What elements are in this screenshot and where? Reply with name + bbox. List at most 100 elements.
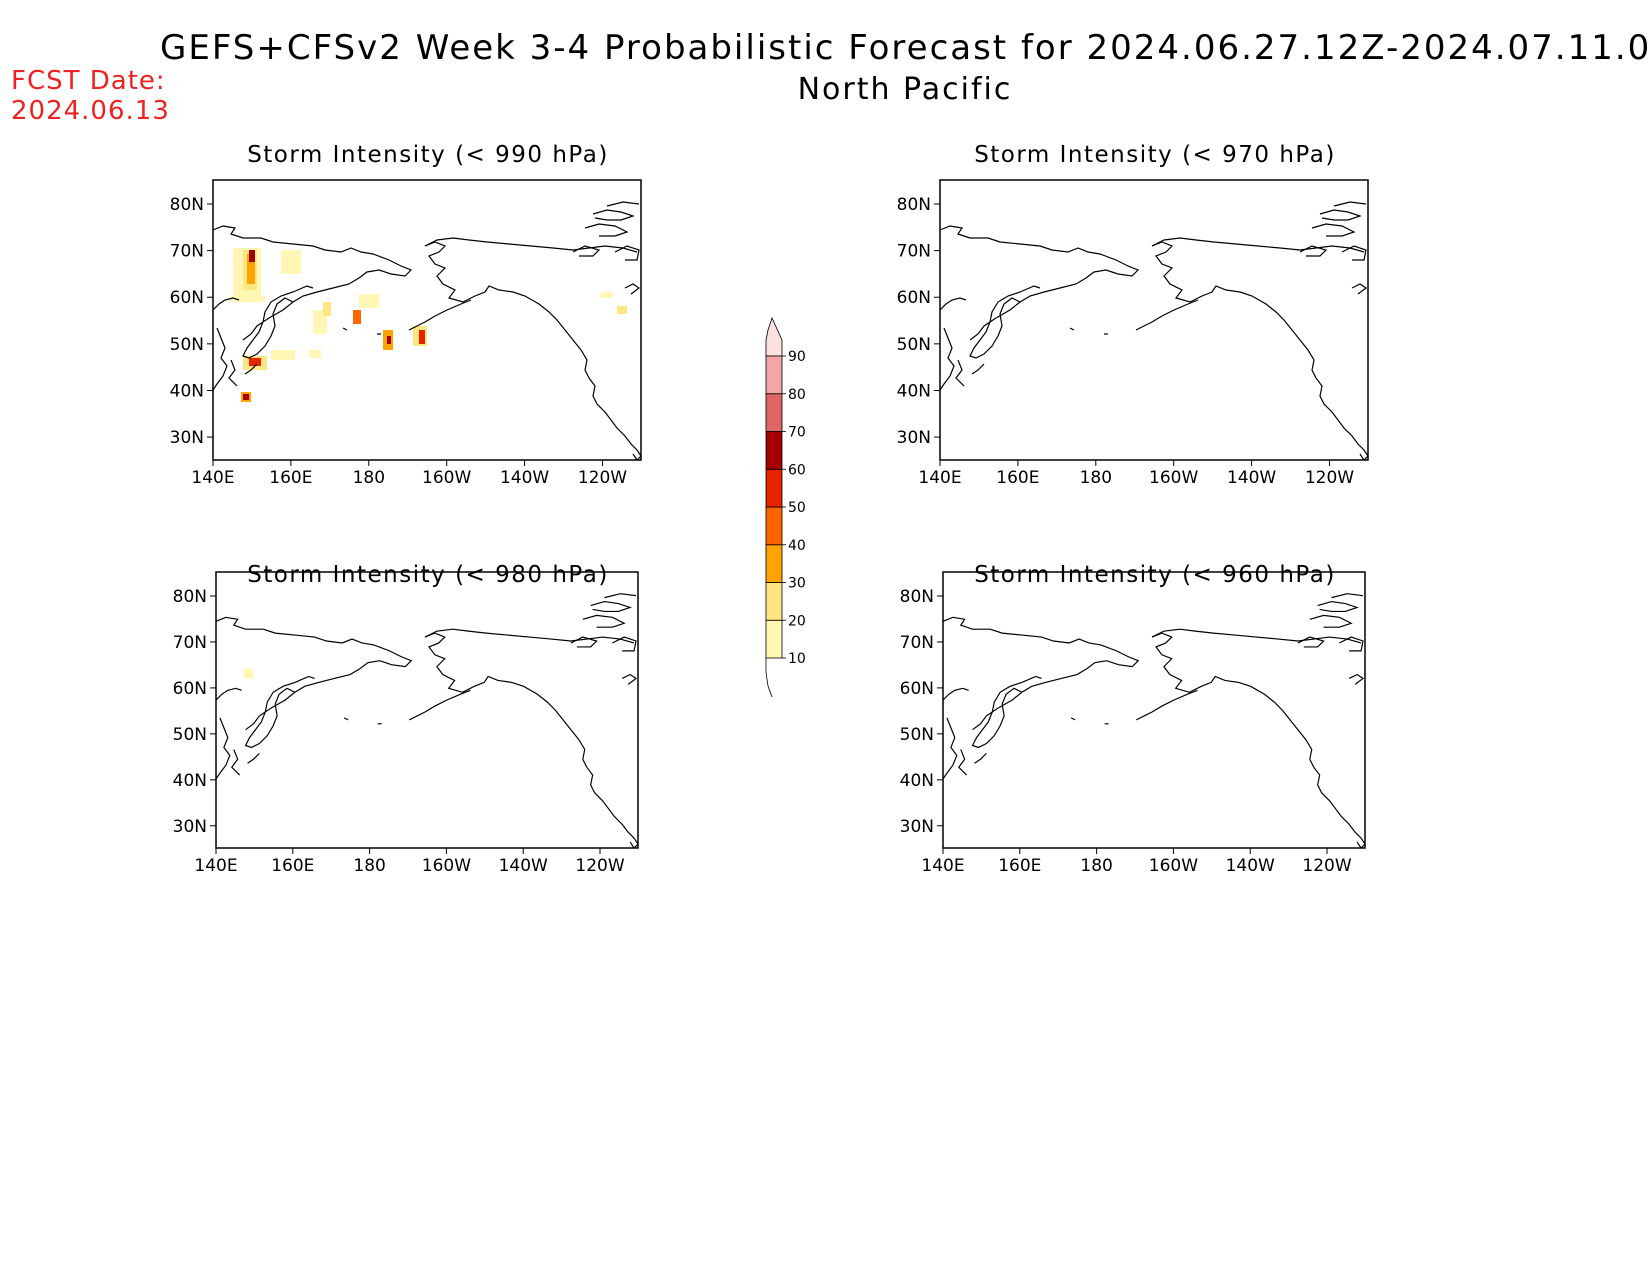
y-tick-label: 50N — [897, 335, 931, 355]
colorbar-level-label: 40 — [788, 538, 806, 554]
y-tick-label: 80N — [173, 587, 207, 607]
x-tick-label: 140E — [191, 468, 234, 488]
probability-shade — [249, 358, 261, 366]
y-tick-label: 70N — [897, 242, 931, 262]
colorbar-segment — [765, 431, 783, 470]
x-tick-label: 160W — [422, 468, 471, 488]
probability-shade — [387, 336, 391, 344]
fcst-date-value: 2024.06.13 — [11, 96, 170, 126]
y-tick-label: 50N — [170, 335, 204, 355]
y-tick-label: 30N — [900, 817, 934, 837]
x-tick-label: 160E — [271, 856, 314, 876]
colorbar-level-label: 70 — [788, 425, 806, 441]
probability-shade — [281, 250, 301, 274]
x-tick-label: 140W — [1226, 856, 1275, 876]
y-tick-label: 40N — [897, 381, 931, 401]
x-tick-label: 140W — [499, 856, 548, 876]
x-tick-label: 120W — [1305, 468, 1354, 488]
colorbar-top-arrow — [765, 316, 783, 357]
x-tick-label: 140E — [918, 468, 961, 488]
probability-shade — [243, 668, 254, 679]
y-tick-label: 60N — [173, 679, 207, 699]
colorbar-level-label: 10 — [788, 651, 806, 667]
y-tick-label: 60N — [900, 679, 934, 699]
x-tick-label: 180 — [1080, 468, 1112, 488]
x-tick-label: 180 — [1080, 856, 1112, 876]
colorbar-level-label: 80 — [788, 387, 806, 403]
panel-title-970: Storm Intensity (< 970 hPa) — [974, 142, 1336, 168]
probability-shade — [231, 296, 265, 302]
y-tick-label: 30N — [170, 428, 204, 448]
probability-shade — [271, 350, 295, 360]
colorbar-level-label: 30 — [788, 576, 806, 592]
x-tick-label: 180 — [353, 468, 385, 488]
probability-shade — [359, 294, 379, 308]
map-frame — [212, 179, 642, 461]
y-tick-label: 70N — [173, 633, 207, 653]
colorbar-segment — [765, 355, 783, 395]
coastline — [940, 201, 1368, 460]
x-tick-label: 160E — [269, 468, 312, 488]
figure-title: GEFS+CFSv2 Week 3-4 Probabilistic Foreca… — [160, 28, 1650, 68]
x-tick-label: 160E — [996, 468, 1039, 488]
probability-shade — [309, 350, 321, 358]
colorbar-segment — [765, 544, 783, 583]
probability-shade — [419, 330, 425, 344]
fcst-date-label: FCST Date: — [11, 66, 166, 96]
x-tick-label: 160W — [422, 856, 471, 876]
y-tick-label: 40N — [900, 771, 934, 791]
x-tick-label: 140W — [500, 468, 549, 488]
colorbar-segment — [765, 619, 783, 659]
probability-shade — [353, 310, 361, 324]
colorbar-level-label: 60 — [788, 462, 806, 478]
probability-shade — [247, 254, 255, 284]
map-panel-960: 140E 160E 180 160W 140W 120W 80N 70N 60N 50N 40N 30… — [900, 571, 1366, 876]
x-tick-label: 160W — [1149, 856, 1198, 876]
colorbar: 10 20 30 40 50 60 70 80 90 — [765, 316, 806, 698]
map-panel-980: 140E 160E 180 160W 140W 120W 80N 70N 60N 50N 40N 30… — [173, 571, 639, 876]
probability-shade — [617, 306, 627, 314]
x-tick-label: 160W — [1149, 468, 1198, 488]
y-tick-label: 70N — [900, 633, 934, 653]
map-panel-990: 140E 160E 180 160W 140W 120W 80N 70N 60N 50N 40N 30… — [170, 179, 642, 488]
probability-shade — [323, 302, 331, 316]
x-tick-label: 160E — [998, 856, 1041, 876]
y-tick-label: 60N — [170, 288, 204, 308]
region-subtitle: North Pacific — [797, 72, 1013, 107]
probability-shade — [243, 394, 249, 400]
map-frame — [215, 571, 639, 849]
y-tick-label: 80N — [897, 195, 931, 215]
probability-shade — [601, 292, 613, 298]
x-tick-label: 140E — [194, 856, 237, 876]
map-panel-970: 140E 160E 180 160W 140W 120W 80N 70N 60N 50N 40N 30… — [897, 179, 1369, 488]
colorbar-segment — [765, 582, 783, 621]
colorbar-segment — [765, 506, 783, 546]
x-tick-label: 120W — [1302, 856, 1351, 876]
colorbar-segment — [765, 468, 783, 508]
probability-shade — [249, 250, 255, 262]
y-tick-label: 50N — [173, 725, 207, 745]
y-tick-label: 60N — [897, 288, 931, 308]
y-tick-label: 70N — [170, 242, 204, 262]
y-tick-label: 50N — [900, 725, 934, 745]
coastline — [943, 593, 1365, 848]
colorbar-level-label: 90 — [788, 349, 806, 365]
y-tick-label: 80N — [900, 587, 934, 607]
y-tick-label: 40N — [170, 381, 204, 401]
colorbar-level-label: 20 — [788, 613, 806, 629]
y-tick-label: 40N — [173, 771, 207, 791]
colorbar-bottom-arrow — [765, 658, 773, 698]
y-tick-label: 30N — [897, 428, 931, 448]
x-tick-label: 140W — [1227, 468, 1276, 488]
colorbar-level-label: 50 — [788, 500, 806, 516]
panel-title-980: Storm Intensity (< 980 hPa) — [247, 562, 609, 588]
x-tick-label: 120W — [575, 856, 624, 876]
x-tick-label: 140E — [921, 856, 964, 876]
panel-title-990: Storm Intensity (< 990 hPa) — [247, 142, 609, 168]
map-frame — [942, 571, 1366, 849]
x-tick-label: 180 — [353, 856, 385, 876]
y-tick-label: 80N — [170, 195, 204, 215]
coastline — [216, 593, 638, 848]
colorbar-segment — [765, 393, 783, 432]
